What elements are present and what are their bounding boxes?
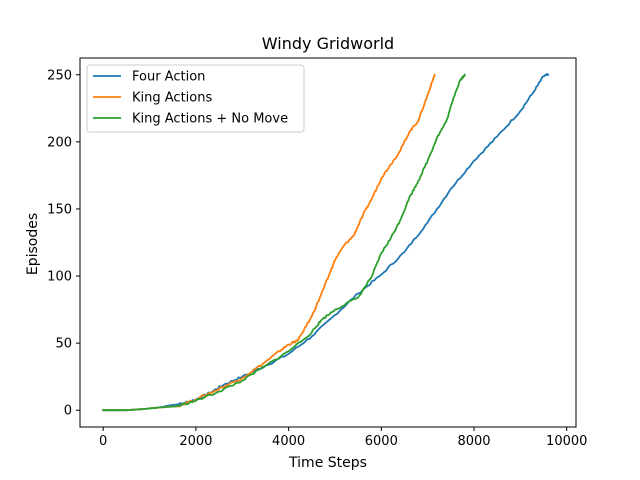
series-layer	[102, 73, 550, 412]
y-tick-label: 100	[47, 270, 72, 285]
legend-box	[86, 64, 305, 133]
y-tick-label: 150	[47, 202, 72, 217]
x-tick-label: 8000	[457, 434, 490, 449]
series-line	[102, 73, 550, 412]
y-axis-label: Episodes	[25, 213, 41, 275]
y-axis-ticks: 0 50 100 150 200 250	[47, 68, 80, 419]
legend-label: King Actions	[132, 91, 212, 106]
series-line	[102, 73, 436, 412]
y-tick-label: 200	[47, 135, 72, 150]
x-tick-label: 0	[99, 434, 107, 449]
legend-label: Four Action	[132, 70, 205, 85]
x-tick-label: 4000	[272, 434, 305, 449]
x-tick-label: 2000	[179, 434, 212, 449]
plot-frame	[79, 57, 577, 428]
chart-title: Windy Gridworld	[262, 34, 394, 53]
y-tick-label: 50	[55, 337, 72, 352]
y-tick-label: 250	[47, 68, 72, 83]
series-line	[102, 73, 466, 412]
x-axis-ticks: 0 2000 4000 6000 8000 10000	[99, 427, 587, 449]
legend: Four Action King Actions King Actions + No…	[86, 64, 305, 133]
y-tick-label: 0	[64, 404, 72, 419]
x-tick-label: 6000	[365, 434, 398, 449]
legend-label: King Actions + No Move	[132, 112, 288, 127]
x-tick-label: 10000	[546, 434, 587, 449]
x-axis-label: Time Steps	[288, 455, 367, 471]
